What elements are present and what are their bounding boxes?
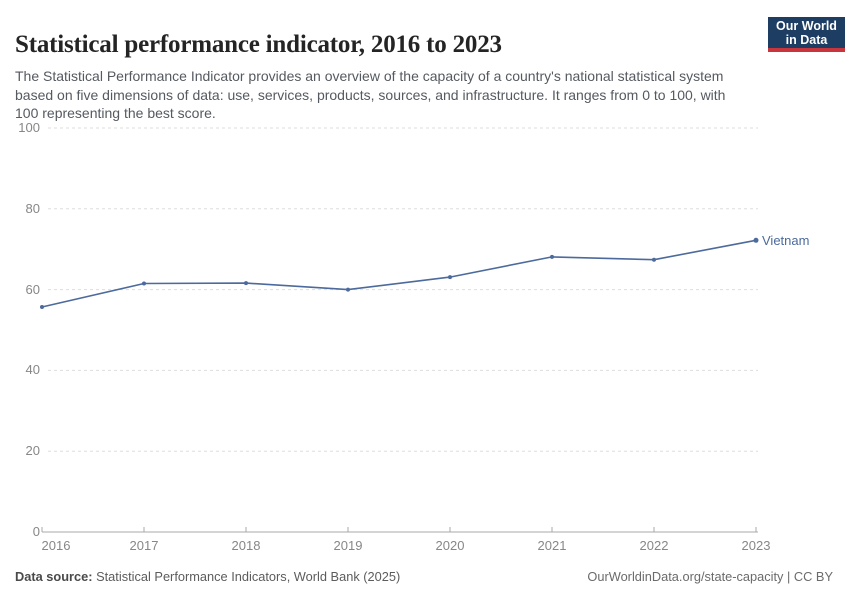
- data-source-text: Statistical Performance Indicators, Worl…: [92, 569, 401, 584]
- data-point[interactable]: [448, 275, 452, 280]
- owid-logo[interactable]: Our World in Data: [768, 17, 845, 52]
- x-axis-label: 2021: [537, 538, 567, 553]
- x-axis-label: 2023: [741, 538, 771, 553]
- data-source-note: Data source: Statistical Performance Ind…: [15, 569, 400, 584]
- data-point[interactable]: [142, 281, 146, 286]
- data-point[interactable]: [346, 287, 350, 292]
- data-point[interactable]: [652, 257, 656, 262]
- x-axis-label: 2017: [129, 538, 159, 553]
- y-axis-label: 0: [32, 524, 40, 539]
- x-axis-label: 2018: [231, 538, 261, 553]
- data-source-label: Data source:: [15, 569, 93, 584]
- data-point[interactable]: [550, 254, 554, 259]
- y-axis-label: 60: [25, 281, 40, 297]
- data-point[interactable]: [40, 304, 44, 309]
- y-axis-label: 80: [25, 200, 40, 216]
- x-axis-label: 2019: [333, 538, 363, 553]
- x-axis-label: 2022: [639, 538, 669, 553]
- series-line-vietnam[interactable]: [41, 239, 757, 308]
- y-axis-label: 100: [18, 120, 40, 135]
- chart-subtitle: The Statistical Performance Indicator pr…: [15, 68, 726, 122]
- y-axis-label: 40: [25, 362, 40, 378]
- data-point[interactable]: [753, 237, 759, 243]
- series-label-vietnam[interactable]: Vietnam: [762, 233, 810, 248]
- owid-logo-line2: in Data: [785, 32, 828, 47]
- owid-attribution-link[interactable]: OurWorldinData.org/state-capacity | CC B…: [587, 569, 833, 584]
- y-axis-label: 20: [25, 443, 40, 459]
- x-axis-label: 2016: [41, 538, 71, 553]
- page-title: Statistical performance indicator, 2016 …: [15, 30, 502, 58]
- x-axis-label: 2020: [435, 538, 465, 553]
- owid-logo-line1: Our World: [776, 18, 837, 33]
- data-point[interactable]: [244, 281, 248, 286]
